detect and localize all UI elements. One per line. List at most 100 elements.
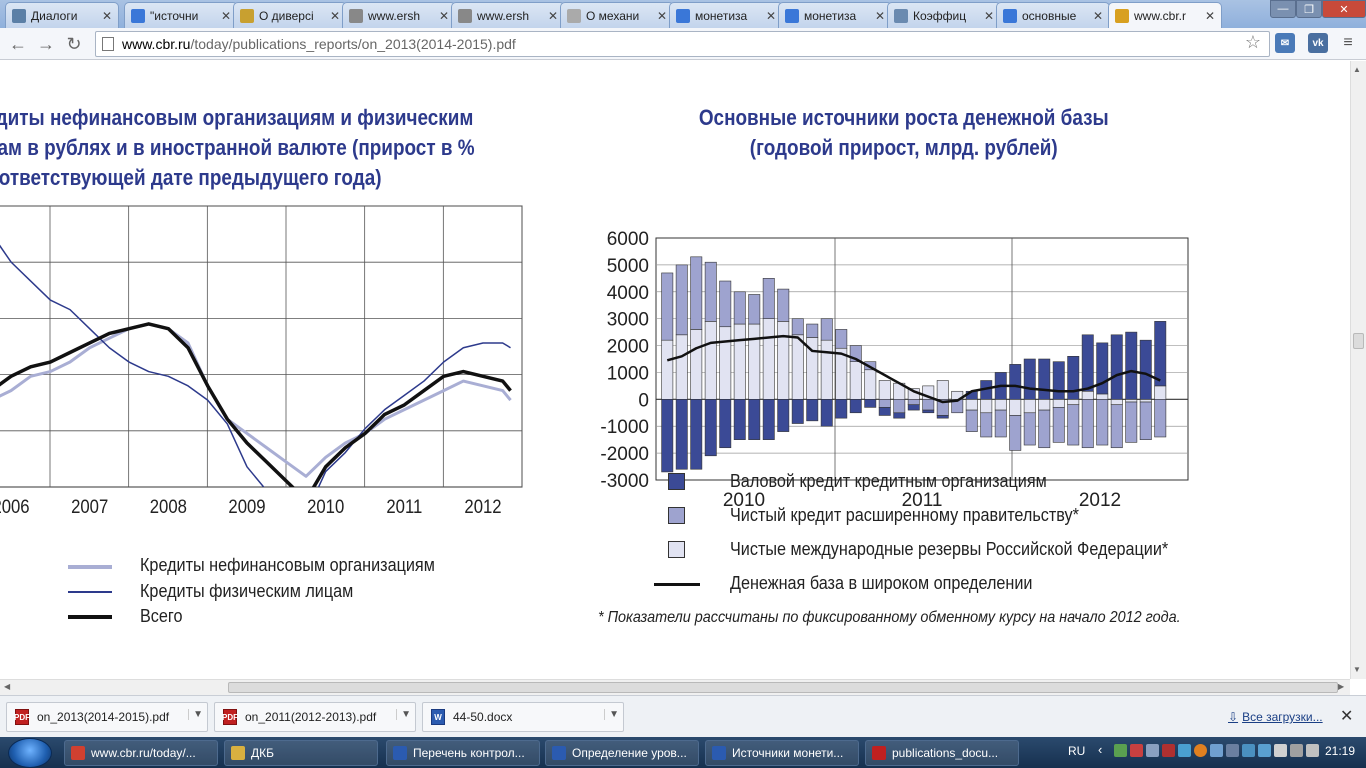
reload-button[interactable]: ↻ (66, 33, 82, 54)
chevron-down-icon[interactable]: ▼ (396, 709, 411, 720)
tray-icon-11[interactable] (1274, 744, 1287, 757)
tray-icon-7[interactable] (1210, 744, 1223, 757)
tray-icon-5[interactable] (1178, 744, 1191, 757)
scroll-down-icon[interactable]: ▼ (1353, 665, 1361, 674)
start-button[interactable] (8, 738, 52, 768)
taskbar-item-1[interactable]: www.cbr.ru/today/... (64, 740, 218, 766)
legend-swatch-individuals (68, 591, 112, 593)
close-tab-icon[interactable]: ✕ (101, 8, 112, 23)
tray-icon-10[interactable] (1258, 744, 1271, 757)
tray-icon-1[interactable] (1114, 744, 1127, 757)
address-bar[interactable]: www.cbr.ru/today/publications_reports/on… (95, 31, 1270, 57)
scroll-up-icon[interactable]: ▲ (1353, 65, 1361, 74)
bar-net-credit-gov (878, 399, 891, 408)
tray-icon-6[interactable] (1194, 744, 1207, 757)
maximize-button[interactable]: ❐ (1296, 0, 1322, 18)
bar-gross-credit (762, 399, 775, 440)
tray-icon-9[interactable] (1242, 744, 1255, 757)
close-tab-icon[interactable]: ✕ (329, 8, 340, 23)
tab-3[interactable]: О диверсі ✕ (233, 2, 347, 28)
bar-net-credit-gov (690, 256, 703, 330)
download-item-2[interactable]: PDF on_2011(2012-2013).pdf ▼ (214, 702, 416, 732)
tab-2[interactable]: "источни ✕ (124, 2, 238, 28)
tray-icon-4[interactable] (1162, 744, 1175, 757)
tab-7[interactable]: монетиза ✕ (669, 2, 783, 28)
close-tab-icon[interactable]: ✕ (983, 8, 994, 23)
menu-icon[interactable]: ≡ (1343, 34, 1353, 51)
taskbar-item-5[interactable]: Источники монети... (705, 740, 859, 766)
tab-8[interactable]: монетиза ✕ (778, 2, 892, 28)
google-icon (131, 8, 145, 23)
tab-9[interactable]: Коэффиц ✕ (887, 2, 1001, 28)
close-tab-icon[interactable]: ✕ (220, 8, 231, 23)
e-icon (458, 8, 472, 23)
bar-reserves (1038, 399, 1051, 411)
taskbar-item-6[interactable]: publications_docu... (865, 740, 1019, 766)
bookmark-star-icon[interactable]: ☆ (1244, 32, 1261, 52)
back-button[interactable]: ← (9, 33, 27, 54)
close-tab-icon[interactable]: ✕ (438, 8, 449, 23)
vertical-scrollbar[interactable]: ▲ ▼ (1350, 61, 1366, 679)
right-y-tick-label: 5000 (607, 256, 649, 277)
taskbar-item-3[interactable]: Перечень контрол... (386, 740, 540, 766)
tab-11[interactable]: www.cbr.r ✕ (1108, 2, 1222, 28)
tray-expand-icon[interactable]: ‹ (1098, 742, 1103, 757)
extension-vk-icon[interactable]: vk (1308, 33, 1328, 53)
word-icon (552, 746, 566, 760)
minimize-button[interactable]: — (1270, 0, 1296, 18)
monetary-base-line (666, 334, 1161, 404)
google-icon (1003, 8, 1017, 23)
tab-label: Коэффиц (913, 8, 967, 23)
download-item-3[interactable]: W 44-50.docx ▼ (422, 702, 624, 732)
tab-5[interactable]: www.ersh ✕ (451, 2, 565, 28)
close-tab-icon[interactable]: ✕ (765, 8, 776, 23)
tab-1[interactable]: Диалоги ✕ (5, 2, 119, 28)
close-download-bar-icon[interactable]: ✕ (1340, 708, 1354, 725)
scroll-left-icon[interactable]: ◀ (4, 682, 11, 691)
tray-icon-3[interactable] (1146, 744, 1159, 757)
language-indicator[interactable]: RU (1068, 744, 1086, 758)
tab-label: основные (1022, 8, 1077, 23)
close-tab-icon[interactable]: ✕ (1092, 8, 1103, 23)
chevron-down-icon[interactable]: ▼ (188, 709, 203, 720)
legend-label-monetary-base: Денежная база в широком определении (730, 573, 1033, 593)
legend-swatch-net-credit-gov (668, 507, 685, 524)
bar-reserves (980, 399, 993, 414)
tray-icon-8[interactable] (1226, 744, 1239, 757)
close-window-button[interactable]: ✕ (1322, 0, 1366, 18)
tab-10[interactable]: основные ✕ (996, 2, 1110, 28)
horizontal-scroll-thumb[interactable] (228, 682, 1338, 693)
legend-swatch-gross-credit (668, 473, 685, 490)
bar-net-credit-gov (719, 280, 732, 328)
close-tab-icon[interactable]: ✕ (1204, 8, 1215, 23)
network-icon[interactable] (1290, 744, 1303, 757)
taskbar-item-2[interactable]: ДКБ (224, 740, 378, 766)
right-chart: 6000 5000 4000 3000 2000 1000 0 -1000 -2000 -3000… (600, 229, 1189, 511)
all-downloads-link[interactable]: ⇩ Все загрузки... (1228, 710, 1323, 724)
tray-icon-2[interactable] (1130, 744, 1143, 757)
bar-net-credit-gov (791, 318, 804, 336)
tab-4[interactable]: www.ersh ✕ (342, 2, 456, 28)
tab-6[interactable]: О механи ✕ (560, 2, 674, 28)
download-item-1[interactable]: PDF on_2013(2014-2015).pdf ▼ (6, 702, 208, 732)
bar-reserves (733, 323, 746, 400)
close-tab-icon[interactable]: ✕ (874, 8, 885, 23)
clock[interactable]: 21:19 (1325, 744, 1356, 758)
taskbar-item-4[interactable]: Определение уров... (545, 740, 699, 766)
bar-net-credit-gov (1009, 415, 1022, 451)
right-y-tick-label: 4000 (607, 283, 649, 304)
volume-icon[interactable] (1306, 744, 1319, 757)
bar-net-credit-gov (907, 399, 920, 406)
extension-mail-icon[interactable]: ✉ (1275, 33, 1295, 53)
scroll-right-icon[interactable]: ▶ (1338, 682, 1345, 691)
left-x-tick-label: 2007 (71, 496, 108, 517)
close-tab-icon[interactable]: ✕ (656, 8, 667, 23)
horizontal-scrollbar[interactable]: ◀ ▶ (0, 679, 1350, 695)
forward-button[interactable]: → (37, 33, 55, 54)
bar-net-credit-gov (1125, 401, 1138, 443)
word-icon (712, 746, 726, 760)
vertical-scroll-thumb[interactable] (1353, 333, 1364, 349)
close-tab-icon[interactable]: ✕ (547, 8, 558, 23)
chevron-down-icon[interactable]: ▼ (604, 709, 619, 720)
right-title-line-1: Основные источники роста денежной базы (698, 105, 1109, 130)
